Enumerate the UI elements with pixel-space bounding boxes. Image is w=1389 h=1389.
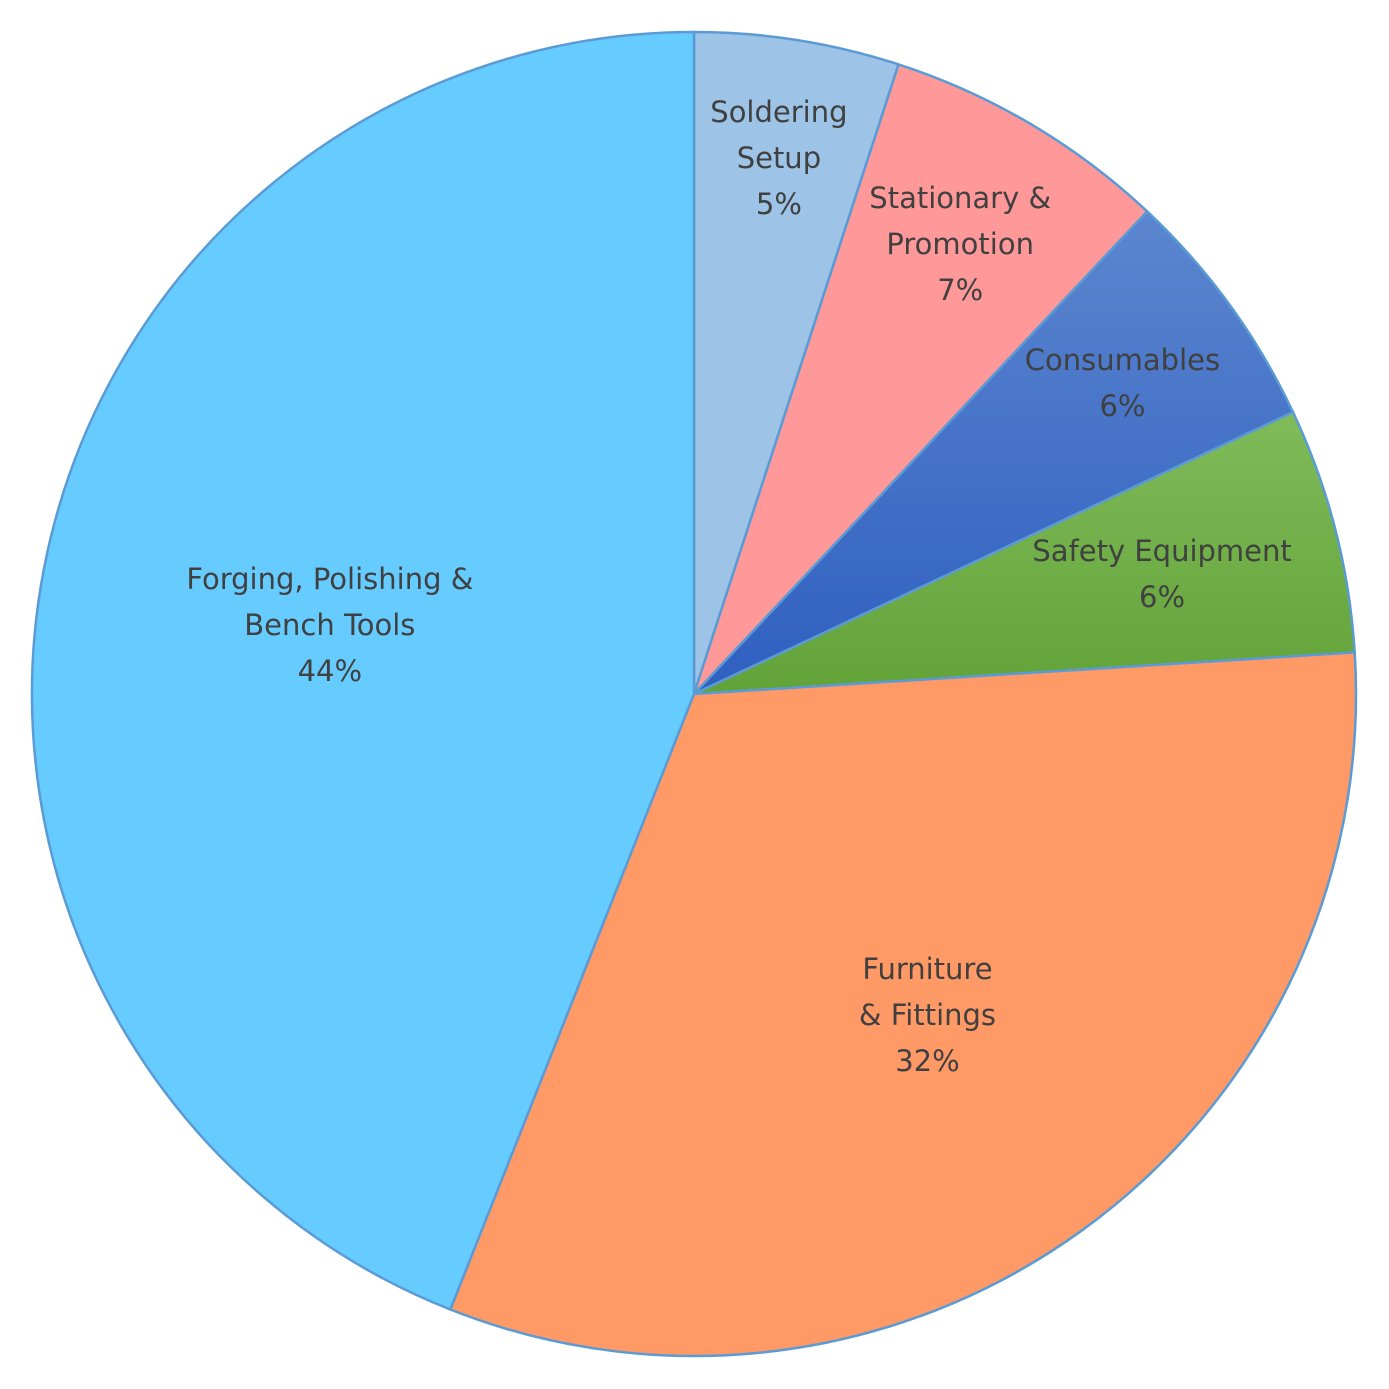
category-label: Stationary & Promotion — [869, 180, 1052, 261]
slice-label: Soldering Setup 5% — [704, 89, 854, 227]
slice-label: Consumables 6% — [1007, 337, 1237, 429]
pie-slice — [448, 651, 1358, 1358]
pie-slice — [693, 410, 1357, 696]
pie-slice — [692, 62, 1149, 695]
value-label: 6% — [1139, 579, 1186, 614]
category-label: Furniture & Fittings — [858, 952, 997, 1033]
slice-label: Safety Equipment 6% — [1017, 528, 1307, 620]
category-label: Consumables — [1024, 342, 1221, 377]
category-label: Forging, Polishing & Bench Tools — [186, 561, 474, 642]
value-label: 5% — [755, 186, 802, 221]
slice-label: Furniture & Fittings 32% — [847, 946, 1007, 1084]
value-label: 44% — [297, 653, 363, 688]
category-label: Safety Equipment — [1032, 533, 1292, 568]
pie-slice — [692, 30, 901, 695]
pie-slice — [30, 30, 696, 1312]
value-label: 7% — [937, 272, 984, 307]
slice-label: Forging, Polishing & Bench Tools 44% — [170, 556, 490, 694]
pie-slice — [693, 209, 1295, 696]
slice-label: Stationary & Promotion 7% — [855, 175, 1065, 313]
value-label: 6% — [1099, 388, 1146, 423]
value-label: 32% — [895, 1044, 960, 1079]
category-label: Soldering Setup — [710, 94, 848, 175]
